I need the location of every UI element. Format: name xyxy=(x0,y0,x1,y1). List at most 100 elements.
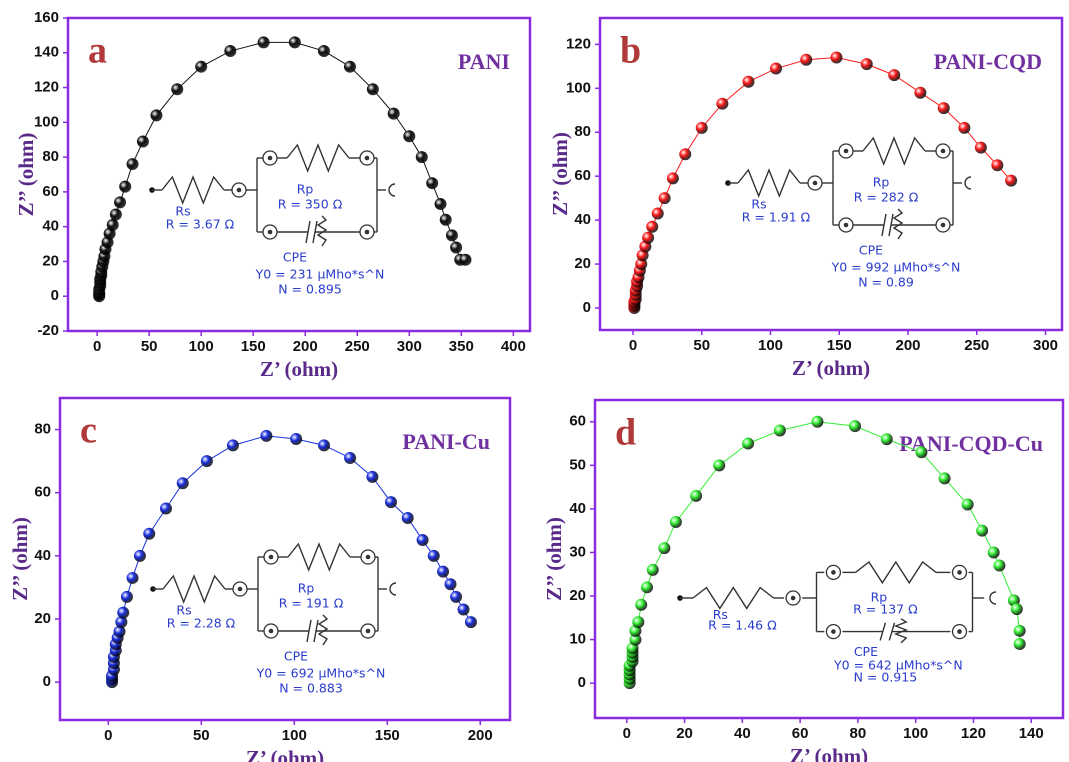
x-axis-label: Z’ (ohm) xyxy=(790,744,868,762)
y-tick-label: 60 xyxy=(574,167,591,184)
data-point xyxy=(860,58,873,71)
data-point xyxy=(117,606,130,619)
data-point xyxy=(993,559,1006,572)
data-point xyxy=(416,534,429,547)
data-point xyxy=(849,420,861,433)
circuit: RsR = 2.28 Ω RpR = 191 Ω CPE Y0 = 692 μMho*… xyxy=(150,542,397,696)
x-tick-label: 200 xyxy=(468,727,493,744)
terminal-c xyxy=(389,582,397,596)
panel-letter: c xyxy=(80,410,97,452)
data-point xyxy=(770,62,782,75)
circuit-text: CPE xyxy=(283,250,307,265)
node-dot xyxy=(843,148,849,154)
circuit-text: R = 2.28 Ω xyxy=(167,616,236,631)
data-point xyxy=(403,130,416,143)
data-point xyxy=(937,102,950,115)
data-point xyxy=(344,451,357,464)
node-dot xyxy=(268,554,274,560)
plot-frame xyxy=(593,398,1065,720)
data-point xyxy=(200,455,213,468)
data-point xyxy=(109,208,122,221)
terminal-c xyxy=(388,183,396,197)
data-point xyxy=(343,60,356,73)
circuit-text: CPE xyxy=(854,644,878,659)
data-point xyxy=(257,36,270,49)
x-tick-label: 0 xyxy=(104,727,112,744)
x-tick-label: 200 xyxy=(895,337,920,354)
circuit-text: R = 137 Ω xyxy=(853,602,918,617)
data-point xyxy=(742,75,755,88)
y-tick-label: 10 xyxy=(569,631,586,648)
data-point xyxy=(113,625,126,638)
circuit-text: R = 350 Ω xyxy=(278,197,343,212)
data-point xyxy=(171,83,184,96)
data-point xyxy=(646,563,659,576)
wire xyxy=(306,619,312,643)
data-point xyxy=(632,616,645,629)
series-label: PANI-Cu xyxy=(402,429,490,454)
node-dot xyxy=(812,180,818,186)
circuit-text: Y0 = 642 μMho*s^N xyxy=(833,658,963,673)
data-point xyxy=(976,524,989,537)
data-point xyxy=(830,51,843,64)
data-point xyxy=(426,177,439,190)
node-dot xyxy=(237,586,243,592)
node-dot xyxy=(790,595,796,601)
x-tick-label: 20 xyxy=(676,725,693,742)
y-axis-label: Z’’ (ohm) xyxy=(8,517,32,601)
circuit-text: Rs xyxy=(175,204,190,219)
circuit-text: Rp xyxy=(298,581,315,596)
data-point xyxy=(401,511,414,524)
data-point xyxy=(106,218,119,231)
y-tick-label: 100 xyxy=(34,113,59,130)
y-tick-label: 50 xyxy=(569,456,586,473)
wire xyxy=(893,618,909,644)
x-tick-label: 350 xyxy=(449,338,474,355)
panel-letter: a xyxy=(88,30,107,72)
data-point xyxy=(439,213,452,226)
circuit-text: N = 0.915 xyxy=(854,670,918,685)
x-tick-label: 300 xyxy=(1033,337,1058,354)
y-tick-label: 20 xyxy=(42,252,59,269)
x-tick-label: 0 xyxy=(623,725,631,742)
data-point xyxy=(1013,624,1026,637)
data-point xyxy=(974,141,987,154)
y-axis-label: Z’’ (ohm) xyxy=(542,517,566,601)
node-dot xyxy=(267,229,273,235)
circuit-text: R = 191 Ω xyxy=(279,596,344,611)
circuit-text: Rp xyxy=(297,182,314,197)
data-point xyxy=(646,220,659,233)
data-point xyxy=(415,151,428,164)
wire xyxy=(892,208,904,240)
data-point xyxy=(384,496,397,509)
y-tick-label: 20 xyxy=(574,255,591,272)
data-point xyxy=(915,446,928,459)
data-point xyxy=(459,253,472,266)
data-point xyxy=(800,53,813,66)
data-point xyxy=(126,158,139,171)
y-axis-label: Z’’ (ohm) xyxy=(14,133,38,217)
x-tick-label: 200 xyxy=(293,338,318,355)
data-point xyxy=(635,258,648,271)
x-tick-label: 80 xyxy=(850,725,867,742)
x-tick-label: 150 xyxy=(375,727,400,744)
y-tick-label: 40 xyxy=(34,547,51,564)
x-tick-label: 140 xyxy=(1019,725,1044,742)
circuit: RsR = 3.67 Ω RpR = 350 Ω CPE Y0 = 231 μMho*… xyxy=(149,143,396,297)
data-point xyxy=(143,527,156,540)
node-dot xyxy=(267,155,273,161)
data-point xyxy=(991,159,1004,172)
data-point xyxy=(115,616,128,629)
data-point xyxy=(450,590,463,603)
x-tick-label: 150 xyxy=(241,338,266,355)
circuit-text: Rs xyxy=(176,603,191,618)
data-point xyxy=(773,424,786,437)
data-point xyxy=(938,472,951,485)
wire xyxy=(879,622,887,641)
y-tick-label: 0 xyxy=(43,673,51,690)
panel: 0 50 100 150 200 250 300 0 20 40 60 80 100 120 Z’ (ohm… xyxy=(548,16,1064,380)
series-line xyxy=(629,421,1021,684)
y-tick-label: 60 xyxy=(34,484,51,501)
y-tick-label: 20 xyxy=(34,610,51,627)
